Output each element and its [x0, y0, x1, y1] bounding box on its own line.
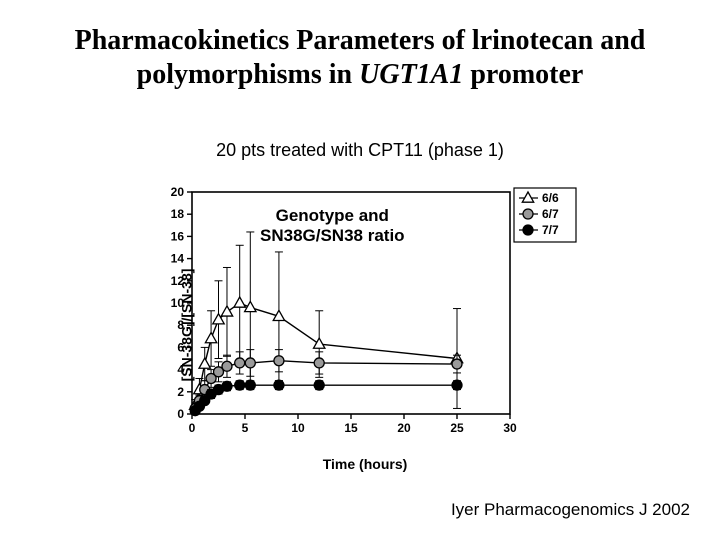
title-line1: Pharmacokinetics Parameters of lrinoteca… — [75, 25, 646, 56]
chart-container: [SN-38G]/[SN-38] 02468101214161820051015… — [140, 180, 590, 470]
svg-text:6/7: 6/7 — [542, 207, 559, 221]
svg-text:0: 0 — [189, 421, 196, 435]
chart-inner-label-line1: Genotype and — [276, 206, 389, 225]
svg-text:20: 20 — [171, 185, 185, 199]
svg-text:18: 18 — [171, 207, 185, 221]
title-line2-post: promoter — [463, 59, 583, 90]
chart-inner-label: Genotype and SN38G/SN38 ratio — [260, 206, 405, 247]
svg-text:25: 25 — [450, 421, 464, 435]
svg-text:7/7: 7/7 — [542, 223, 559, 237]
svg-text:6/6: 6/6 — [542, 191, 559, 205]
svg-text:0: 0 — [177, 407, 184, 421]
citation: Iyer Pharmacogenomics J 2002 — [451, 500, 690, 520]
svg-text:14: 14 — [171, 252, 185, 266]
svg-text:16: 16 — [171, 229, 185, 243]
y-axis-label: [SN-38G]/[SN-38] — [178, 269, 194, 382]
subtitle: 20 pts treated with CPT11 (phase 1) — [0, 140, 720, 161]
svg-text:2: 2 — [177, 385, 184, 399]
title-line2-pre: polymorphisms in — [137, 59, 360, 90]
svg-text:5: 5 — [242, 421, 249, 435]
svg-text:20: 20 — [397, 421, 411, 435]
x-axis-label: Time (hours) — [323, 456, 408, 472]
title-line2-italic: UGT1A1 — [359, 59, 463, 90]
svg-text:30: 30 — [503, 421, 517, 435]
slide: Pharmacokinetics Parameters of lrinoteca… — [0, 0, 720, 540]
svg-text:10: 10 — [291, 421, 305, 435]
svg-text:15: 15 — [344, 421, 358, 435]
chart-inner-label-line2: SN38G/SN38 ratio — [260, 226, 405, 245]
page-title: Pharmacokinetics Parameters of lrinoteca… — [30, 24, 690, 91]
